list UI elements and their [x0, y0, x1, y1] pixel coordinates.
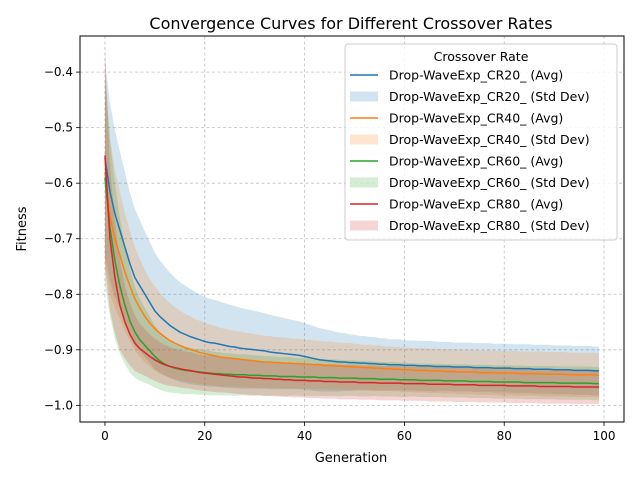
x-tick-label: 0	[101, 429, 109, 443]
y-tick-label: −0.6	[44, 176, 73, 190]
y-tick-label: −0.8	[44, 287, 73, 301]
legend-title: Crossover Rate	[434, 49, 529, 64]
x-tick-label: 80	[497, 429, 512, 443]
legend-entry-avg: Drop-WaveExp_CR40_ (Avg)	[389, 111, 563, 126]
x-tick-label: 20	[197, 429, 212, 443]
x-tick-label: 60	[397, 429, 412, 443]
legend-box	[344, 43, 618, 241]
y-axis-label: Fitness	[15, 206, 30, 251]
avg-lines	[104, 155, 600, 388]
x-axis-ticks: 0 20 40 60 80 100	[101, 422, 615, 443]
legend-entry-avg: Drop-WaveExp_CR60_ (Avg)	[389, 154, 563, 169]
legend-entry-std: Drop-WaveExp_CR60_ (Std Dev)	[389, 175, 590, 190]
x-tick-label: 40	[297, 429, 312, 443]
legend-entry-avg: Drop-WaveExp_CR80_ (Avg)	[389, 197, 563, 212]
plot-frame	[79, 35, 625, 423]
legend-entry-avg: Drop-WaveExp_CR20_ (Avg)	[389, 68, 563, 83]
legend-entry-std: Drop-WaveExp_CR40_ (Std Dev)	[389, 132, 590, 147]
y-axis-ticks: −1.0 −0.9 −0.8 −0.7 −0.6 −0.5 −0.4	[44, 65, 80, 412]
legend-band-swatch	[350, 91, 378, 102]
legend-entry-std: Drop-WaveExp_CR20_ (Std Dev)	[389, 89, 590, 104]
avg-line	[104, 171, 600, 377]
legend-entry-std: Drop-WaveExp_CR80_ (Std Dev)	[389, 218, 590, 233]
y-tick-label: −0.7	[44, 232, 73, 246]
y-tick-label: −0.4	[44, 65, 73, 79]
legend-band-swatch	[350, 134, 378, 145]
legend: Crossover Rate Drop-WaveExp_CR20_ (Avg) Dr…	[344, 43, 618, 241]
std-dev-band	[104, 83, 600, 398]
std-dev-bands	[104, 44, 600, 405]
avg-line	[104, 155, 600, 388]
std-dev-band	[104, 72, 600, 401]
chart-title: Convergence Curves for Different Crossov…	[149, 14, 552, 33]
legend-band-swatch	[350, 220, 378, 231]
y-tick-label: −1.0	[44, 398, 73, 412]
std-dev-band	[104, 44, 600, 405]
x-tick-label: 100	[593, 429, 616, 443]
x-axis-label: Generation	[315, 451, 388, 466]
legend-band-swatch	[350, 177, 378, 188]
y-tick-label: −0.5	[44, 121, 73, 135]
std-dev-band	[104, 60, 600, 396]
avg-line	[104, 158, 600, 372]
y-tick-label: −0.9	[44, 343, 73, 357]
